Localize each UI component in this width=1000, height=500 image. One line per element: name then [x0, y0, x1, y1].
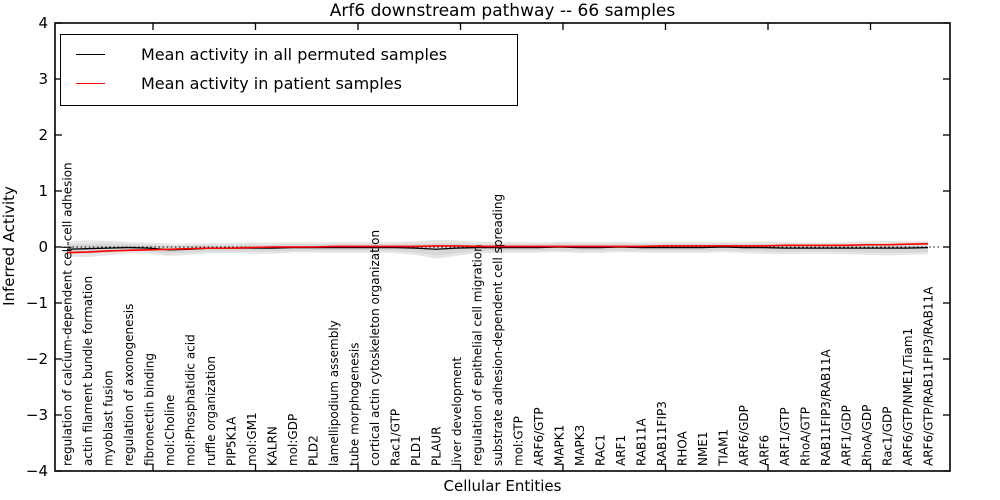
chart-title: Arf6 downstream pathway -- 66 samples: [329, 1, 676, 21]
x-category-label: regulation of epithelial cell migration: [471, 244, 485, 466]
x-category-label: RAB11FIP3/RAB11A: [819, 349, 833, 466]
y-tick-label: 3: [38, 70, 48, 88]
x-category-label: actin filament bundle formation: [81, 276, 95, 466]
x-category-label: regulation of axonogenesis: [122, 304, 136, 466]
x-category-label: MAPK3: [573, 425, 587, 466]
legend-entry-patient: Mean activity in patient samples: [67, 69, 511, 98]
y-axis-label: Inferred Activity: [0, 186, 18, 306]
x-category-label: tube morphogenesis: [348, 343, 362, 466]
x-category-label: ARF6: [758, 435, 772, 466]
x-category-label: ARF6/GDP: [737, 405, 751, 466]
x-category-label: ARF1/GDP: [840, 405, 854, 466]
x-category-label: RhoA/GDP: [860, 405, 874, 466]
series-line-patient: [66, 242, 929, 254]
x-category-label: mol:Choline: [163, 395, 177, 466]
x-category-label: mol:GTP: [512, 416, 526, 466]
x-category-label: mol:GDP: [286, 414, 300, 466]
x-category-label: lamellipodium assembly: [327, 320, 341, 466]
x-category-label: RAB11FIP3: [655, 401, 669, 466]
legend-line-swatch-red: [76, 83, 105, 84]
y-tick-label: 4: [38, 14, 48, 32]
y-tick-label: 0: [38, 238, 48, 256]
y-tick-label: −1: [26, 294, 48, 312]
legend-entry-permuted: Mean activity in all permuted samples: [67, 40, 511, 69]
x-category-label: PLD2: [307, 435, 321, 466]
x-category-label: MAPK1: [553, 425, 567, 466]
x-category-label: ARF6/GTP/RAB11FIP3/RAB11A: [922, 286, 936, 466]
x-category-label: RHOA: [676, 430, 690, 466]
x-category-label: Rac1/GDP: [881, 407, 895, 466]
x-category-label: mol:Phosphatidic acid: [184, 334, 198, 466]
x-category-label: PIP5K1A: [225, 416, 239, 466]
x-category-label: ARF6/GTP: [532, 407, 546, 466]
x-category-label: ruffle organization: [204, 356, 218, 466]
x-category-label: NME1: [696, 431, 710, 466]
x-category-label: cortical actin cytoskeleton organization: [368, 230, 382, 466]
x-category-label: ARF1: [614, 435, 628, 466]
x-category-label: PLAUR: [430, 426, 444, 466]
x-category-label: PLD1: [409, 435, 423, 466]
legend-label: Mean activity in all permuted samples: [141, 45, 448, 64]
x-category-label: ARF6/GTP/NME1/Tiam1: [901, 328, 915, 466]
y-tick-label: 2: [38, 126, 48, 144]
x-category-label: ARF1/GTP: [778, 407, 792, 466]
x-category-label: regulation of calcium-dependent cell-cel…: [61, 162, 75, 466]
x-category-label: fibronectin binding: [143, 353, 157, 466]
x-category-label: Rac1/GTP: [389, 409, 403, 466]
y-tick-label: −3: [26, 406, 48, 424]
y-tick-label: 1: [38, 182, 48, 200]
x-category-label: TIAM1: [717, 429, 731, 467]
y-tick-label: −2: [26, 350, 48, 368]
x-axis-label: Cellular Entities: [443, 477, 562, 495]
x-category-label: RhoA/GTP: [799, 407, 813, 466]
x-category-label: RAC1: [594, 434, 608, 466]
x-category-label: KALRN: [266, 426, 280, 466]
x-category-label: RAB11A: [635, 417, 649, 466]
x-category-label: mol:GM1: [245, 412, 259, 466]
legend-label: Mean activity in patient samples: [141, 74, 402, 93]
y-tick-label: −4: [26, 462, 48, 480]
legend: Mean activity in all permuted samples Me…: [60, 34, 518, 106]
x-category-label: substrate adhesion-dependent cell spread…: [491, 194, 505, 466]
legend-line-swatch-black: [76, 54, 105, 55]
x-category-label: myoblast fusion: [102, 370, 116, 466]
x-category-label: liver development: [450, 357, 464, 466]
